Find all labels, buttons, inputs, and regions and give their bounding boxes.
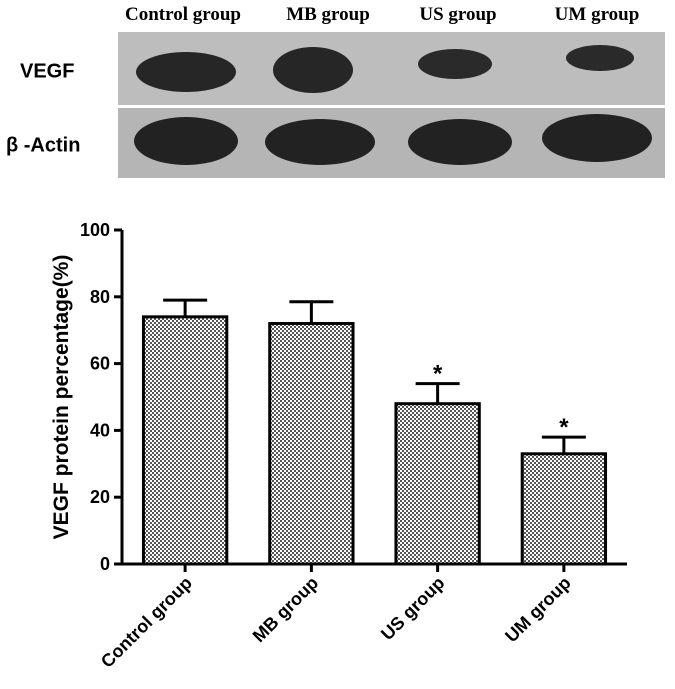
bar [268, 322, 355, 566]
x-tick-label: MB group [249, 573, 323, 647]
band [134, 117, 238, 165]
y-tick-label: 0 [100, 554, 110, 574]
significance-marker: * [559, 414, 569, 441]
blot: Control group MB group US group UM group… [6, 4, 665, 178]
band [273, 47, 353, 93]
band [265, 119, 375, 165]
bar [394, 402, 481, 566]
bar [520, 452, 608, 566]
band [566, 45, 634, 71]
y-tick-label: 80 [90, 287, 110, 307]
x-tick-label: Control group [97, 573, 196, 672]
y-axis-label: VEGF protein percentage(%) [50, 255, 73, 540]
bar [141, 315, 229, 566]
significance-marker: * [433, 361, 443, 388]
band [418, 49, 492, 79]
blot-column-label: Control group [125, 4, 241, 25]
blot-row-label: VEGF [20, 60, 74, 82]
band [542, 114, 652, 162]
y-tick-label: 60 [90, 354, 110, 374]
blot-column-label: UM group [555, 4, 640, 25]
x-tick-label: UM group [501, 573, 575, 647]
blot-row-label: β -Actin [6, 134, 80, 156]
band [136, 52, 236, 92]
y-tick-label: 100 [80, 220, 110, 240]
x-tick-label: US group [377, 573, 448, 644]
y-tick-label: 40 [90, 420, 110, 440]
blot-column-label: US group [419, 4, 496, 25]
y-tick-label: 20 [90, 487, 110, 507]
blot-column-label: MB group [286, 4, 370, 25]
band [408, 119, 512, 165]
